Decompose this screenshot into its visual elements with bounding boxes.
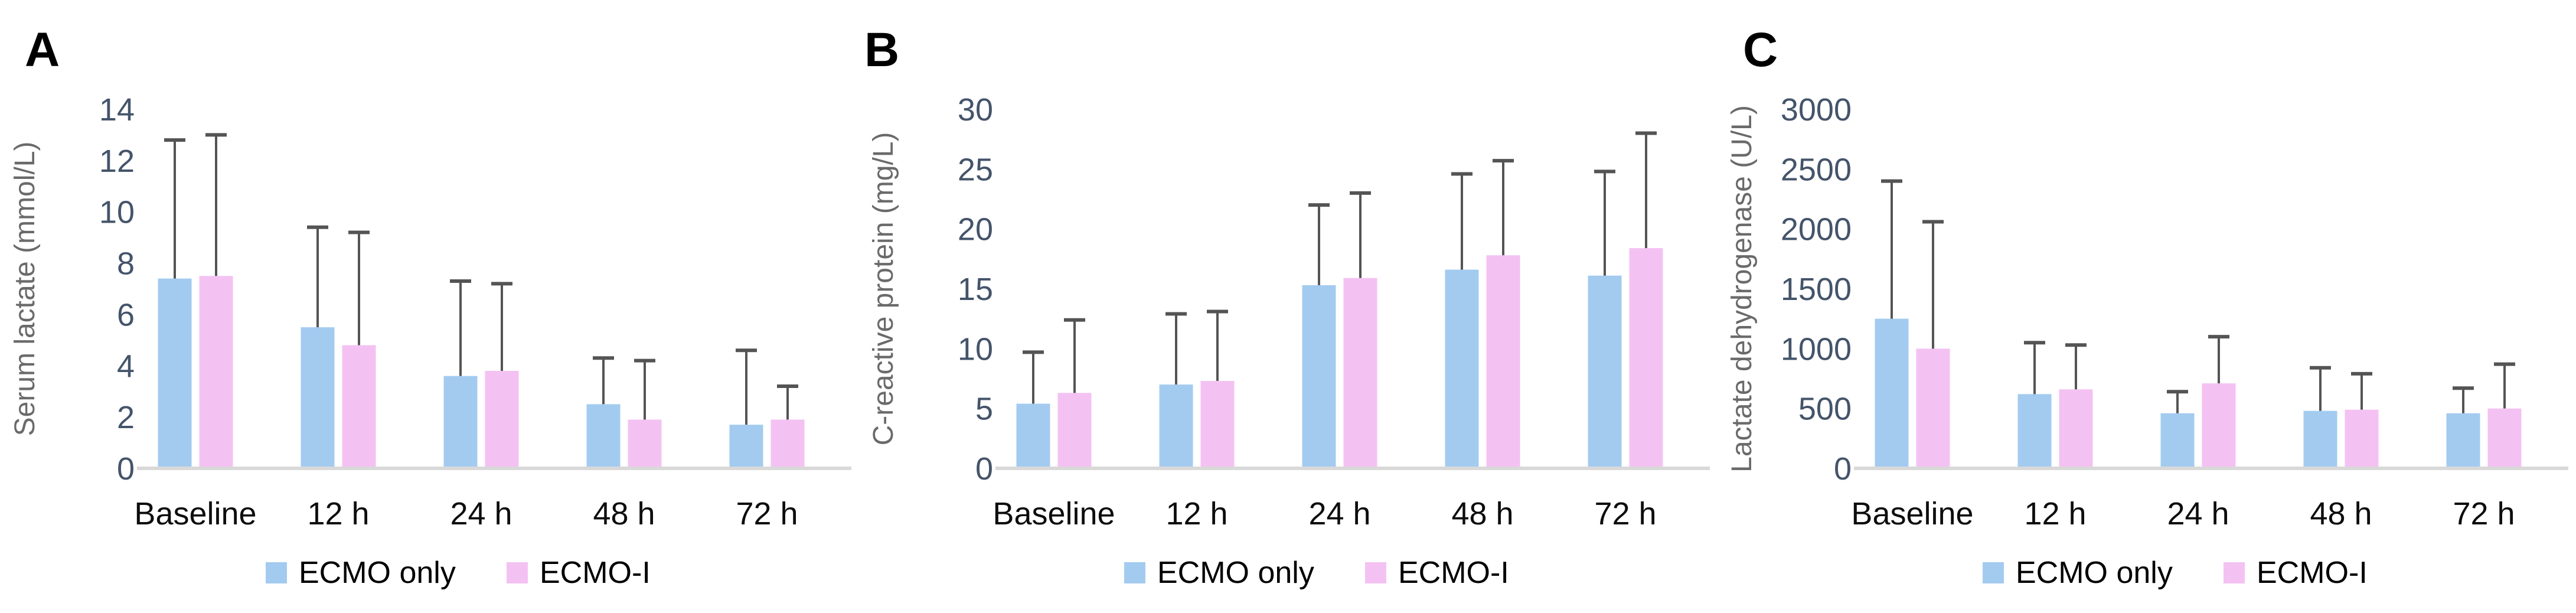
- x-category-label: 24 h: [1308, 496, 1370, 532]
- legend-label-ecmo-only: ECMO only: [1157, 556, 1314, 590]
- panel-letter-b: B: [864, 23, 899, 77]
- plot-area-a: 0 2 4 6 8 10 12 14 Baseline 12 h 24 h 48 h 72 h: [99, 92, 851, 532]
- bar-ecmo-only-12-h: [1159, 384, 1193, 468]
- x-category-label: Baseline: [992, 496, 1115, 532]
- bar-ecmo-only-baseline: [1875, 318, 1909, 468]
- y-tick-label: 25: [958, 152, 993, 187]
- bar-ecmo-only-48-h: [1445, 269, 1479, 468]
- y-tick-label: 2500: [1781, 152, 1852, 187]
- y-tick-label: 4: [117, 348, 135, 384]
- legend-swatch-ecmo-only: [266, 562, 287, 583]
- chart-c-reactive-protein: B C-reactive protein (mg/L) 0 5 10 15 20 25 30…: [864, 23, 1710, 590]
- y-tick-label: 0: [117, 451, 135, 487]
- bar-ecmo-only-48-h: [2303, 410, 2337, 468]
- chart-lactate-dehydrogenase: C Lactate dehydrogenase (U/L) 0 500 1000 15…: [1726, 23, 2568, 590]
- y-tick-label: 12: [99, 144, 135, 179]
- legend-swatch-ecmo-only: [1983, 562, 2004, 583]
- bar-ecmo-only-24-h: [1302, 285, 1336, 468]
- bar-ecmo-only-baseline: [1016, 403, 1050, 468]
- panel-letter-a: A: [25, 23, 60, 77]
- legend-c: ECMO only ECMO-I: [1983, 556, 2368, 590]
- bar-ecmo-i-12-h: [1200, 381, 1235, 468]
- plot-area-c: 0 500 1000 1500 2000 2500 3000 Baseline 12 h 24 h…: [1781, 92, 2568, 532]
- legend-label-ecmo-i: ECMO-I: [1398, 556, 1509, 590]
- bar-ecmo-i-72-h: [2487, 408, 2522, 468]
- y-tick-label: 14: [99, 92, 135, 128]
- bar-ecmo-i-48-h: [2345, 409, 2379, 468]
- y-tick-label: 10: [99, 195, 135, 230]
- bar-ecmo-only-24-h: [2160, 413, 2195, 468]
- panel-a: A Serum lactate (mmol/L) 0 2 4 6 8 10 12 14 Base…: [0, 0, 858, 613]
- y-axis-title-b: C-reactive protein (mg/L): [868, 132, 899, 446]
- legend-swatch-ecmo-i: [507, 562, 528, 583]
- bar-ecmo-only-12-h: [301, 327, 335, 468]
- legend-b: ECMO only ECMO-I: [1124, 556, 1509, 590]
- y-tick-label: 0: [975, 451, 993, 487]
- y-tick-label: 20: [958, 212, 993, 247]
- bar-ecmo-i-72-h: [770, 419, 805, 468]
- x-category-label: 12 h: [1165, 496, 1227, 532]
- x-category-label: 12 h: [307, 496, 369, 532]
- bar-ecmo-i-48-h: [628, 419, 662, 468]
- plot-area-b: 0 5 10 15 20 25 30 Baseline 12 h 24 h 48 h 72 h: [958, 92, 1710, 532]
- legend-label-ecmo-only: ECMO only: [2016, 556, 2173, 590]
- bar-ecmo-only-24-h: [443, 376, 478, 468]
- y-axis-title-c: Lactate dehydrogenase (U/L): [1726, 105, 1758, 472]
- y-tick-label: 6: [117, 297, 135, 332]
- y-tick-label: 0: [1834, 451, 1852, 487]
- panel-c: C Lactate dehydrogenase (U/L) 0 500 1000 15…: [1717, 0, 2575, 613]
- y-axis-title-a: Serum lactate (mmol/L): [9, 142, 41, 436]
- legend-label-ecmo-i: ECMO-I: [540, 556, 651, 590]
- bar-ecmo-only-48-h: [586, 404, 621, 468]
- x-category-label: 72 h: [2453, 496, 2515, 532]
- bar-ecmo-only-72-h: [1588, 275, 1622, 468]
- bar-ecmo-only-72-h: [729, 425, 763, 468]
- x-category-label: 72 h: [736, 496, 798, 532]
- bar-ecmo-i-24-h: [485, 370, 519, 468]
- x-category-label: 48 h: [1451, 496, 1513, 532]
- x-category-label: 48 h: [2310, 496, 2372, 532]
- y-tick-label: 2000: [1781, 212, 1852, 247]
- x-category-label: Baseline: [134, 496, 256, 532]
- bar-ecmo-i-24-h: [1343, 278, 1377, 468]
- y-tick-label: 1000: [1781, 331, 1852, 367]
- x-category-label: 72 h: [1594, 496, 1656, 532]
- x-category-label: 48 h: [593, 496, 655, 532]
- y-tick-label: 30: [958, 92, 993, 128]
- legend-swatch-ecmo-only: [1124, 562, 1145, 583]
- x-category-label: 12 h: [2024, 496, 2086, 532]
- bar-ecmo-i-72-h: [1629, 248, 1663, 468]
- x-category-label: 24 h: [450, 496, 512, 532]
- y-tick-label: 10: [958, 331, 993, 367]
- bar-ecmo-only-72-h: [2446, 413, 2480, 468]
- y-tick-label: 500: [1798, 392, 1852, 427]
- chart-serum-lactate: A Serum lactate (mmol/L) 0 2 4 6 8 10 12 14 Base…: [9, 23, 851, 590]
- y-tick-label: 15: [958, 272, 993, 307]
- y-tick-label: 3000: [1781, 92, 1852, 128]
- legend-a: ECMO only ECMO-I: [266, 556, 651, 590]
- legend-swatch-ecmo-i: [1365, 562, 1386, 583]
- bar-ecmo-i-baseline: [199, 276, 233, 468]
- bar-ecmo-only-baseline: [158, 278, 192, 468]
- x-category-label: Baseline: [1851, 496, 1973, 532]
- panel-b: B C-reactive protein (mg/L) 0 5 10 15 20 25 30…: [858, 0, 1717, 613]
- y-tick-label: 2: [117, 400, 135, 435]
- bar-ecmo-only-12-h: [2017, 394, 2052, 468]
- legend-label-ecmo-i: ECMO-I: [2257, 556, 2368, 590]
- x-category-label: 24 h: [2167, 496, 2229, 532]
- panel-letter-c: C: [1743, 23, 1778, 77]
- bar-ecmo-i-48-h: [1486, 255, 1520, 468]
- legend-label-ecmo-only: ECMO only: [299, 556, 456, 590]
- bar-ecmo-i-24-h: [2202, 383, 2236, 468]
- bar-ecmo-i-baseline: [1916, 348, 1950, 468]
- y-tick-label: 8: [117, 246, 135, 282]
- bar-ecmo-i-baseline: [1057, 393, 1092, 468]
- y-tick-label: 1500: [1781, 272, 1852, 307]
- bar-ecmo-i-12-h: [342, 345, 376, 468]
- bar-ecmo-i-12-h: [2059, 389, 2093, 468]
- y-tick-label: 5: [975, 392, 993, 427]
- legend-swatch-ecmo-i: [2224, 562, 2245, 583]
